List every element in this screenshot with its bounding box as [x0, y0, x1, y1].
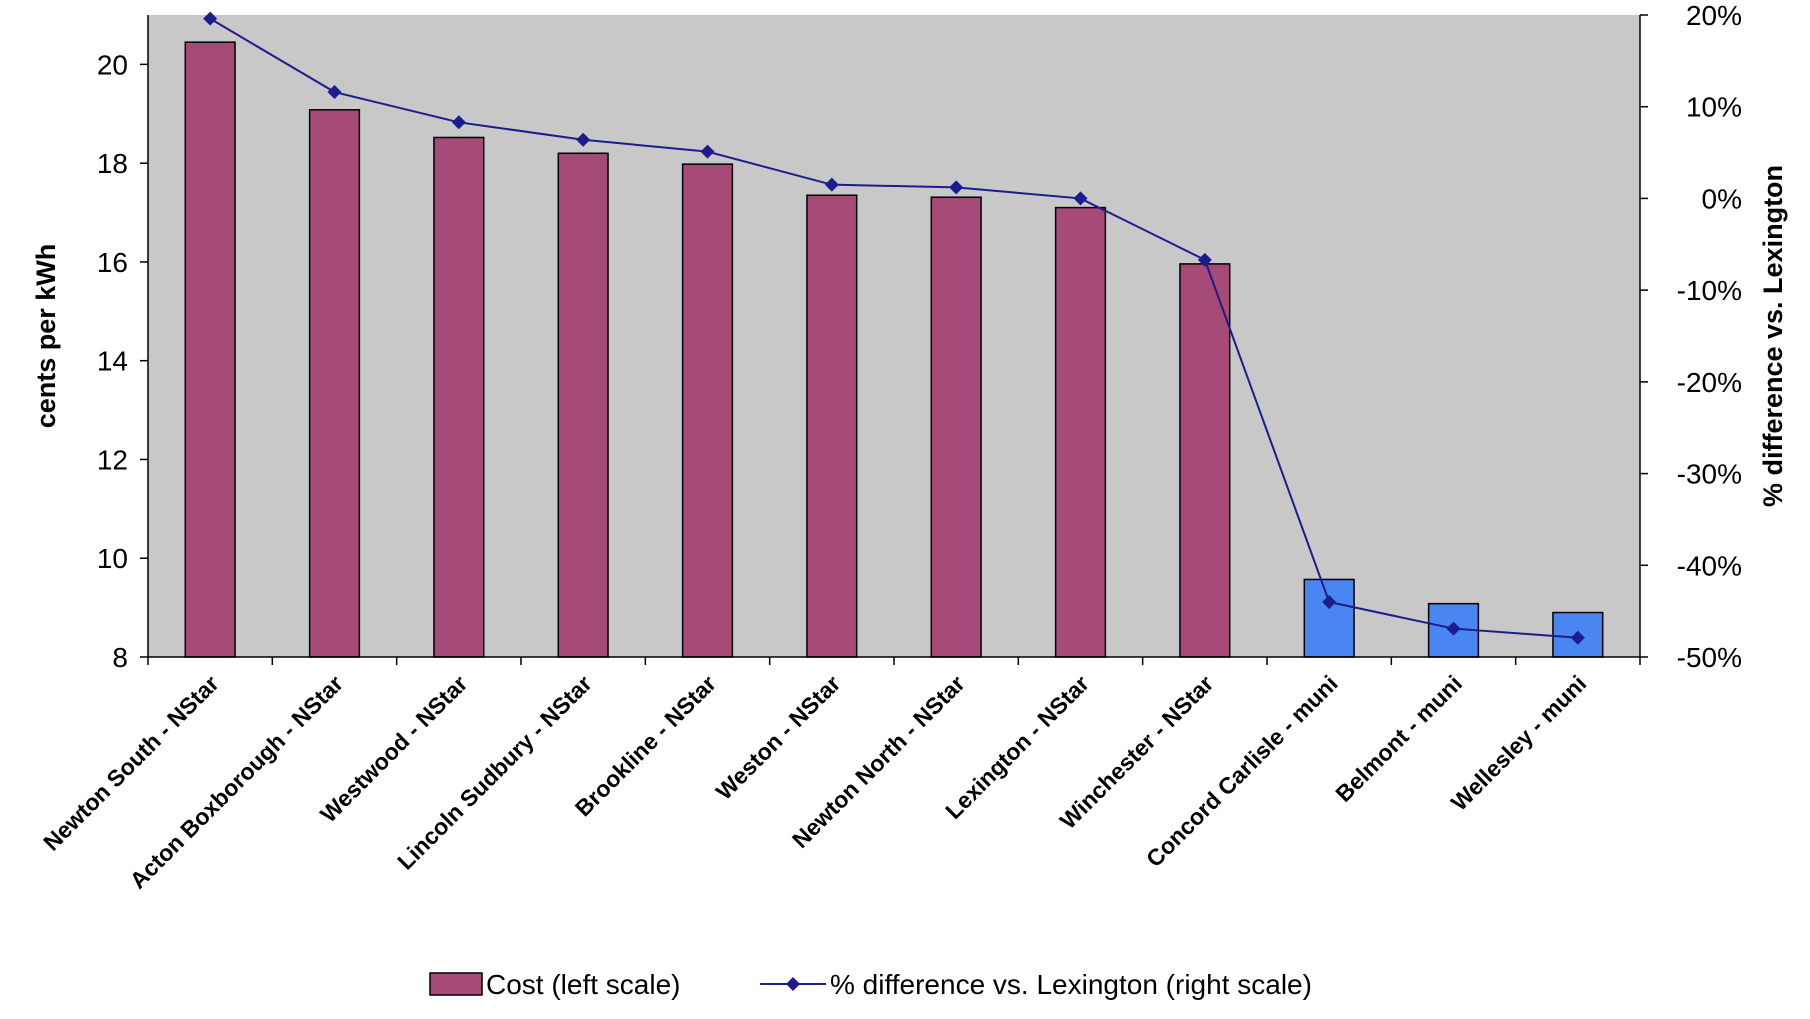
legend-swatch-marker: [786, 977, 800, 991]
y2-tick-label-0: -50%: [1677, 642, 1742, 673]
y2-tick-label-3: -20%: [1677, 367, 1742, 398]
line-point-10: [1446, 621, 1461, 636]
bar-8: [1179, 263, 1231, 658]
bar-5: [806, 194, 858, 658]
y2-tick-label-4: -10%: [1677, 275, 1742, 306]
axes-group: [140, 14, 1648, 665]
bar-1: [308, 109, 361, 658]
y-tick-label-1: 10: [97, 543, 128, 574]
bar-3: [557, 152, 609, 658]
line-point-11: [1570, 630, 1585, 645]
bar-7: [1054, 206, 1107, 658]
line-point-7: [1073, 191, 1088, 206]
y-tick-label-6: 20: [97, 49, 128, 80]
line-point-1: [327, 85, 342, 100]
line-point-2: [451, 115, 466, 130]
y-axis-title: cents per kWh: [31, 244, 61, 429]
legend-label-bar: Cost (left scale): [486, 969, 681, 1000]
x-tick-label-5: Weston - NStar: [711, 670, 846, 805]
line-series-group: [203, 11, 1585, 645]
y-tick-label-4: 16: [97, 247, 128, 278]
legend: Cost (left scale) % difference vs. Lexing…: [429, 969, 1312, 1000]
bar-4: [681, 163, 734, 658]
line-series-path: [209, 17, 1578, 639]
line-point-0: [203, 11, 218, 26]
x-tick-label-11: Wellesley - muni: [1446, 670, 1592, 816]
bar-6: [930, 196, 982, 658]
bars-group: [184, 41, 1604, 658]
bar-0: [184, 41, 236, 658]
y2-axis-title: % difference vs. Lexington: [1758, 165, 1788, 507]
line-point-9: [1322, 594, 1337, 609]
line-point-6: [949, 180, 964, 195]
line-point-3: [576, 132, 591, 147]
y2-tick-label-7: 20%: [1686, 0, 1742, 31]
plot-background: [148, 15, 1640, 657]
x-tick-label-10: Belmont - muni: [1330, 670, 1467, 807]
x-tick-label-4: Brookline - NStar: [570, 670, 721, 821]
line-point-4: [700, 144, 715, 159]
y2-tick-label-2: -30%: [1677, 459, 1742, 490]
y2-tick-label-1: -40%: [1677, 550, 1742, 581]
y-tick-label-3: 14: [97, 346, 128, 377]
y2-tick-label-6: 10%: [1686, 92, 1742, 123]
y-tick-label-0: 8: [112, 642, 128, 673]
y-tick-label-2: 12: [97, 444, 128, 475]
legend-label-line: % difference vs. Lexington (right scale): [830, 969, 1312, 1000]
legend-swatch-bar: [429, 972, 483, 996]
x-tick-label-1: Acton Boxborough - NStar: [125, 670, 349, 894]
bar-2: [433, 136, 485, 658]
y2-tick-label-5: 0%: [1702, 183, 1742, 214]
bar-9: [1303, 578, 1355, 658]
line-point-8: [1197, 252, 1212, 267]
y-tick-label-5: 18: [97, 148, 128, 179]
line-point-5: [824, 177, 839, 192]
